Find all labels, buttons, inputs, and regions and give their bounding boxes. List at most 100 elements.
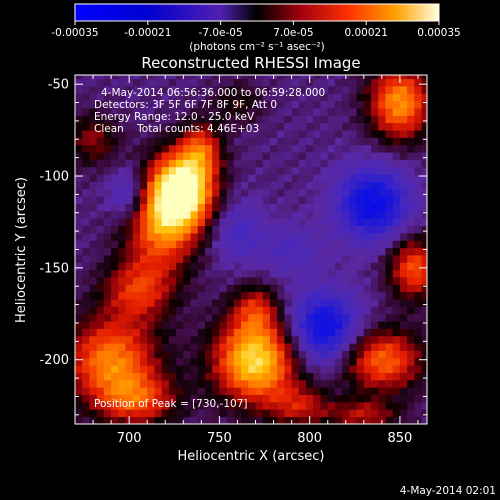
heatmap-cell <box>96 203 105 212</box>
heatmap-cell <box>190 328 199 337</box>
heatmap-cell <box>342 166 350 175</box>
heatmap-cell <box>168 313 177 322</box>
heatmap-cell <box>414 343 422 351</box>
heatmap-cell <box>132 115 141 124</box>
heatmap-cell <box>96 262 105 271</box>
heatmap-cell <box>313 159 321 168</box>
heatmap-cell <box>103 321 112 329</box>
heatmap-cell <box>248 262 256 271</box>
heatmap-cell <box>371 409 379 418</box>
heatmap-cell <box>262 409 271 418</box>
heatmap-cell <box>392 394 401 403</box>
heatmap-cell <box>168 262 177 271</box>
heatmap-cell <box>248 379 256 388</box>
heatmap-cell <box>320 181 329 190</box>
heatmap-cell <box>255 321 264 329</box>
heatmap-cell <box>125 100 134 109</box>
heatmap-cell <box>75 159 83 168</box>
heatmap-cell <box>226 299 235 307</box>
heatmap-cell <box>75 174 83 182</box>
heatmap-cell <box>327 196 336 204</box>
heatmap-cell <box>248 108 256 116</box>
heatmap-cell <box>168 174 177 182</box>
heatmap-cell <box>356 284 365 293</box>
heatmap-cell <box>378 166 386 175</box>
heatmap-cell <box>356 335 365 344</box>
heatmap-cell <box>327 232 336 241</box>
heatmap-cell <box>125 232 134 241</box>
heatmap-cell <box>262 232 271 241</box>
heatmap-cell <box>154 210 163 219</box>
heatmap-cell <box>118 181 126 190</box>
heatmap-cell <box>269 78 278 87</box>
heatmap-cell <box>125 122 134 131</box>
heatmap-cell <box>176 225 184 234</box>
heatmap-cell <box>356 232 365 241</box>
heatmap-cell <box>118 93 126 102</box>
heatmap-cell <box>139 365 148 373</box>
heatmap-cell <box>82 401 90 410</box>
heatmap-cell <box>363 394 372 403</box>
heatmap-cell <box>190 269 199 278</box>
heatmap-cell <box>96 255 105 263</box>
heatmap-cell <box>204 78 213 87</box>
heatmap-cell <box>291 291 300 300</box>
heatmap-cell <box>421 181 427 190</box>
heatmap-cell <box>291 357 300 366</box>
heatmap-cell <box>248 93 256 102</box>
heatmap-cell <box>233 284 242 293</box>
heatmap-cell <box>399 291 408 300</box>
heatmap-cell <box>327 379 336 388</box>
heatmap-cell <box>363 291 372 300</box>
heatmap-cell <box>226 306 235 315</box>
heatmap-cell <box>291 284 300 293</box>
heatmap-cell <box>147 277 155 285</box>
heatmap-cell <box>320 130 329 138</box>
heatmap-cell <box>132 122 141 131</box>
heatmap-cell <box>147 181 155 190</box>
heatmap-cell <box>392 262 401 271</box>
heatmap-cell <box>82 365 90 373</box>
heatmap-cell <box>190 196 199 204</box>
heatmap-cell <box>75 416 83 424</box>
heatmap-cell <box>298 144 307 153</box>
heatmap-cell <box>392 174 401 182</box>
heatmap-cell <box>82 100 90 109</box>
heatmap-cell <box>111 306 119 315</box>
heatmap-cell <box>111 108 119 116</box>
heatmap-cell <box>269 306 278 315</box>
heatmap-cell <box>342 357 350 366</box>
heatmap-cell <box>139 343 148 351</box>
heatmap-cell <box>392 144 401 153</box>
heatmap-cell <box>132 328 141 337</box>
heatmap-cell <box>306 152 314 160</box>
heatmap-cell <box>233 218 242 227</box>
heatmap-cell <box>233 122 242 131</box>
heatmap-cell <box>349 379 357 388</box>
heatmap-cell <box>82 86 90 94</box>
heatmap-cell <box>183 174 191 182</box>
heatmap-cell <box>392 196 401 204</box>
heatmap-cell <box>132 306 141 315</box>
heatmap-cell <box>262 181 271 190</box>
heatmap-cell <box>255 218 264 227</box>
heatmap-cell <box>233 379 242 388</box>
heatmap-cell <box>89 277 98 285</box>
heatmap-cell <box>139 188 148 197</box>
heatmap-cell <box>385 225 394 234</box>
heatmap-cell <box>161 93 170 102</box>
heatmap-cell <box>334 240 343 249</box>
heatmap-cell <box>176 313 184 322</box>
heatmap-cell <box>111 152 119 160</box>
heatmap-cell <box>168 78 177 87</box>
heatmap-cell <box>111 86 119 94</box>
heatmap-cell <box>219 196 228 204</box>
heatmap-cell <box>320 100 329 109</box>
heatmap-cell <box>241 166 249 175</box>
heatmap-cell <box>139 321 148 329</box>
heatmap-cell <box>356 122 365 131</box>
heatmap-cell <box>212 232 220 241</box>
heatmap-cell <box>327 357 336 366</box>
heatmap-cell <box>269 328 278 337</box>
heatmap-cell <box>197 218 206 227</box>
